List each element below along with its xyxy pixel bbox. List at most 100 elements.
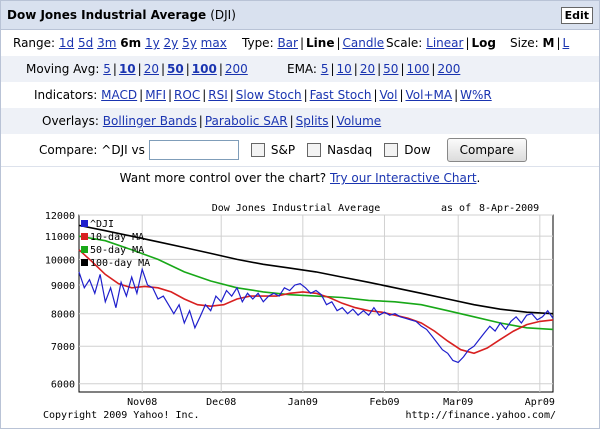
y-tick-label: 6000 (51, 380, 75, 391)
moving-avg-option-10[interactable]: 10 (118, 62, 136, 76)
type-option-line[interactable]: Line (306, 36, 335, 50)
indicators-option-mfi[interactable]: MFI (145, 88, 166, 102)
range-option-3m[interactable]: 3m (97, 36, 117, 50)
indicators-option-macd[interactable]: MACD (101, 88, 138, 102)
size-option-m[interactable]: M (542, 36, 555, 50)
legend-entry: ^DJI (90, 219, 114, 230)
overlays-row: Overlays: Bollinger Bands | Parabolic SAR |… (1, 108, 599, 134)
separator: | (303, 88, 308, 102)
ema-option-20[interactable]: 20 (359, 62, 376, 76)
type-option-bar[interactable]: Bar (277, 36, 298, 50)
overlays-option-splits[interactable]: Splits (295, 114, 329, 128)
promo-text: Want more control over the chart? (119, 171, 327, 185)
compare-group: Compare: ^DJI vs S&P Nasdaq Dow Compare (39, 138, 528, 162)
range-option-6m[interactable]: 6m (120, 36, 142, 50)
separator: | (400, 62, 405, 76)
dow-checkbox[interactable] (384, 143, 399, 157)
moving-avg-option-50[interactable]: 50 (167, 62, 184, 76)
price-chart: 6000 7000 8000 9000 10000 11000 12000 Nov08 Dec0… (43, 203, 556, 421)
edit-button[interactable]: Edit (560, 7, 593, 24)
copyright-text: Copyright 2009 Yahoo! Inc. (43, 410, 200, 421)
legend-swatch (81, 246, 88, 253)
overlays-label: Overlays: (42, 114, 99, 128)
size-option-l[interactable]: L (562, 36, 570, 50)
ema-option-5[interactable]: 5 (320, 62, 329, 76)
ticker-symbol: (DJI) (210, 8, 236, 22)
moving-avg-options: 5 | 10 | 20 | 50 | 100 | 200 (103, 62, 248, 76)
indicators-option-w-r[interactable]: W%R (460, 88, 492, 102)
x-tick-label: Apr09 (525, 397, 555, 408)
plot-area (78, 214, 554, 393)
overlays-option-bollinger-bands[interactable]: Bollinger Bands (102, 114, 197, 128)
compare-button[interactable]: Compare (446, 138, 528, 162)
separator: | (198, 114, 203, 128)
indicators-option-vol[interactable]: Vol (379, 88, 398, 102)
separator: | (353, 62, 358, 76)
y-tick-label: 10000 (45, 255, 75, 266)
indicators-option-roc[interactable]: ROC (174, 88, 201, 102)
overlays-options: Bollinger Bands | Parabolic SAR | Splits | Vol… (103, 114, 381, 128)
scale-option-log[interactable]: Log (471, 36, 496, 50)
separator: | (299, 36, 305, 50)
ema-option-10[interactable]: 10 (336, 62, 352, 76)
nasdaq-checkbox[interactable] (307, 143, 322, 157)
separator: | (373, 88, 378, 102)
moving-avg-option-200[interactable]: 200 (224, 62, 248, 76)
ema-group: EMA: 5 | 10 | 20 | 50 | 100 | 200 (287, 62, 460, 76)
range-option-1y[interactable]: 1y (144, 36, 160, 50)
range-option-1d[interactable]: 1d (58, 36, 75, 50)
source-url: http://finance.yahoo.com/ (405, 410, 556, 421)
indicators-row: Indicators: MACD | MFI | ROC | RSI | Slow Stoch |… (1, 82, 599, 108)
separator: | (167, 88, 173, 102)
type-option-candle[interactable]: Candle (342, 36, 385, 50)
series-line-50-day-ma (78, 235, 554, 331)
y-tick-label: 9000 (51, 281, 75, 292)
y-tick-label: 12000 (45, 211, 75, 222)
indicators-option-fast-stoch[interactable]: Fast Stoch (309, 88, 372, 102)
ema-option-200[interactable]: 200 (437, 62, 461, 76)
ema-option-100[interactable]: 100 (406, 62, 430, 76)
range-option-max[interactable]: max (200, 36, 227, 50)
legend-swatch (81, 233, 88, 240)
sp-checkbox[interactable] (250, 143, 265, 157)
ema-options: 5 | 10 | 20 | 50 | 100 | 200 (321, 62, 461, 76)
size-label: Size: (510, 36, 539, 50)
range-option-5d[interactable]: 5d (78, 36, 94, 50)
overlays-option-parabolic-sar[interactable]: Parabolic SAR (204, 114, 288, 128)
ema-option-50[interactable]: 50 (383, 62, 399, 76)
size-options: M | L (543, 36, 570, 50)
indicators-label: Indicators: (34, 88, 98, 102)
moving-avg-option-20[interactable]: 20 (143, 62, 159, 76)
series-line--dji (78, 267, 554, 364)
size-group: Size: M | L (510, 36, 569, 50)
range-option-5y[interactable]: 5y (182, 36, 197, 50)
y-tick-label: 8000 (51, 310, 75, 321)
legend-swatch (81, 259, 88, 266)
indicators-option-slow-stoch[interactable]: Slow Stoch (235, 88, 302, 102)
overlays-group: Overlays: Bollinger Bands | Parabolic SAR |… (42, 114, 381, 128)
moving-avg-option-100[interactable]: 100 (191, 62, 217, 76)
separator: | (112, 62, 117, 76)
moving-avg-option-5[interactable]: 5 (103, 62, 111, 76)
chart-area: 6000 7000 8000 9000 10000 11000 12000 Nov08 Dec0… (1, 200, 599, 428)
range-option-2y[interactable]: 2y (163, 36, 179, 50)
y-tick-label: 7000 (51, 342, 75, 353)
legend-entry: 100-day MA (90, 258, 150, 269)
series-line-100-day-ma (78, 224, 554, 315)
indicators-option-rsi[interactable]: RSI (208, 88, 228, 102)
overlays-option-volume[interactable]: Volume (336, 114, 382, 128)
interactive-chart-link[interactable]: Try our Interactive Chart (329, 171, 477, 185)
indicators-option-vol-ma[interactable]: Vol+MA (405, 88, 453, 102)
separator: | (556, 36, 561, 50)
range-label: Range: (13, 36, 56, 50)
legend-entry: 10-day MA (90, 232, 144, 243)
page-title: Dow Jones Industrial Average (7, 8, 207, 22)
separator: | (202, 88, 207, 102)
moving-avg-label: Moving Avg: (26, 62, 100, 76)
compare-symbol-input[interactable] (148, 140, 239, 160)
separator: | (139, 88, 144, 102)
separator: | (185, 62, 190, 76)
scale-option-linear[interactable]: Linear (426, 36, 464, 50)
series-line-10-day-ma (78, 249, 554, 355)
